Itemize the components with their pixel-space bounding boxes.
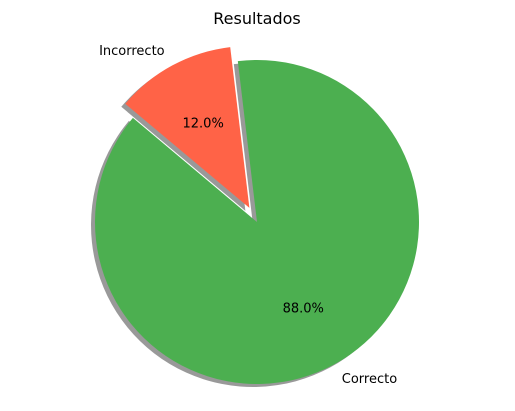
slice-correcto bbox=[94, 60, 419, 385]
slice-pct-correcto: 88.0% bbox=[283, 302, 324, 317]
slice-pct-incorrecto: 12.0% bbox=[183, 116, 224, 131]
pie-slices bbox=[94, 47, 419, 385]
slice-incorrecto bbox=[125, 47, 250, 208]
chart-title: Resultados bbox=[213, 9, 301, 28]
pie-labels: Correcto 88.0% Incorrecto 12.0% bbox=[99, 44, 397, 387]
slice-label-correcto: Correcto bbox=[342, 372, 397, 387]
slice-label-incorrecto: Incorrecto bbox=[99, 44, 165, 59]
